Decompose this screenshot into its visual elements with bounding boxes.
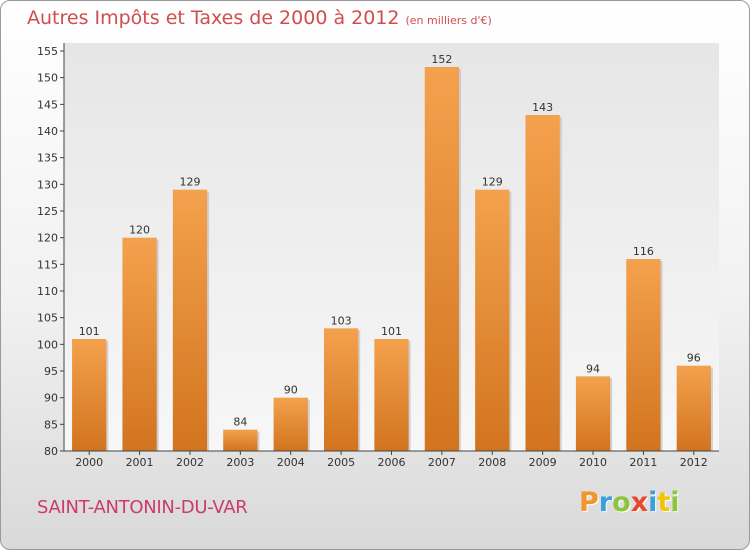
y-tick-label: 105 bbox=[37, 312, 58, 325]
y-tick-label: 110 bbox=[37, 285, 58, 298]
x-tick-label: 2010 bbox=[579, 456, 607, 469]
data-label: 84 bbox=[233, 416, 247, 429]
data-label: 96 bbox=[687, 352, 701, 365]
data-label: 103 bbox=[331, 314, 352, 327]
logo-letter: t bbox=[657, 487, 671, 518]
logo-letter: i bbox=[670, 487, 680, 518]
y-tick-label: 95 bbox=[44, 365, 58, 378]
data-label: 116 bbox=[633, 245, 654, 258]
x-tick-label: 2011 bbox=[629, 456, 657, 469]
y-tick-label: 120 bbox=[37, 232, 58, 245]
bar bbox=[172, 189, 208, 451]
data-label: 152 bbox=[431, 53, 452, 66]
data-label: 129 bbox=[179, 176, 200, 189]
data-label: 101 bbox=[381, 325, 402, 338]
proxiti-logo: Proxiti bbox=[579, 487, 680, 518]
bar bbox=[374, 339, 409, 451]
y-tick-label: 140 bbox=[37, 125, 58, 138]
chart-title: Autres Impôts et Taxes de 2000 à 2012 (en… bbox=[27, 7, 492, 29]
y-tick-label: 80 bbox=[44, 445, 58, 458]
x-tick-label: 2005 bbox=[327, 456, 355, 469]
bar bbox=[72, 339, 107, 451]
bar bbox=[323, 328, 359, 451]
logo-letter: x bbox=[630, 487, 649, 518]
y-tick-label: 85 bbox=[44, 418, 58, 431]
y-tick-label: 115 bbox=[37, 258, 58, 271]
data-label: 120 bbox=[129, 224, 150, 237]
x-tick-label: 2008 bbox=[478, 456, 506, 469]
y-tick-label: 125 bbox=[37, 205, 58, 218]
bar bbox=[575, 376, 611, 451]
bar bbox=[676, 365, 711, 451]
data-label: 143 bbox=[532, 101, 553, 114]
data-label: 129 bbox=[482, 176, 503, 189]
logo-letter: P bbox=[579, 487, 599, 518]
y-tick-label: 135 bbox=[37, 152, 58, 165]
bar bbox=[122, 237, 157, 451]
x-tick-label: 2003 bbox=[226, 456, 254, 469]
x-tick-label: 2007 bbox=[428, 456, 456, 469]
chart-title-text: Autres Impôts et Taxes de 2000 à 2012 bbox=[27, 7, 400, 29]
data-label: 101 bbox=[79, 325, 100, 338]
y-tick-label: 155 bbox=[37, 45, 58, 58]
x-tick-label: 2004 bbox=[277, 456, 305, 469]
data-label: 90 bbox=[284, 384, 298, 397]
data-label: 94 bbox=[586, 362, 600, 375]
y-tick-label: 130 bbox=[37, 178, 58, 191]
x-tick-label: 2002 bbox=[176, 456, 204, 469]
bar bbox=[475, 189, 510, 451]
chart-subtitle: (en milliers d'€) bbox=[405, 14, 492, 27]
logo-letter: i bbox=[648, 487, 658, 518]
bar bbox=[424, 67, 460, 451]
x-tick-label: 2009 bbox=[529, 456, 557, 469]
bar bbox=[273, 397, 308, 451]
y-tick-label: 145 bbox=[37, 98, 58, 111]
y-tick-label: 90 bbox=[44, 392, 58, 405]
x-tick-label: 2006 bbox=[378, 456, 406, 469]
place-name: SAINT-ANTONIN-DU-VAR bbox=[37, 497, 248, 518]
bar bbox=[626, 259, 661, 451]
y-tick-label: 150 bbox=[37, 72, 58, 85]
x-tick-label: 2012 bbox=[680, 456, 708, 469]
bar bbox=[525, 115, 560, 451]
y-tick-label: 100 bbox=[37, 338, 58, 351]
x-tick-label: 2001 bbox=[126, 456, 154, 469]
bar bbox=[223, 429, 258, 451]
logo-letter: r bbox=[598, 487, 613, 518]
x-tick-label: 2000 bbox=[75, 456, 103, 469]
logo-letter: o bbox=[612, 487, 631, 518]
